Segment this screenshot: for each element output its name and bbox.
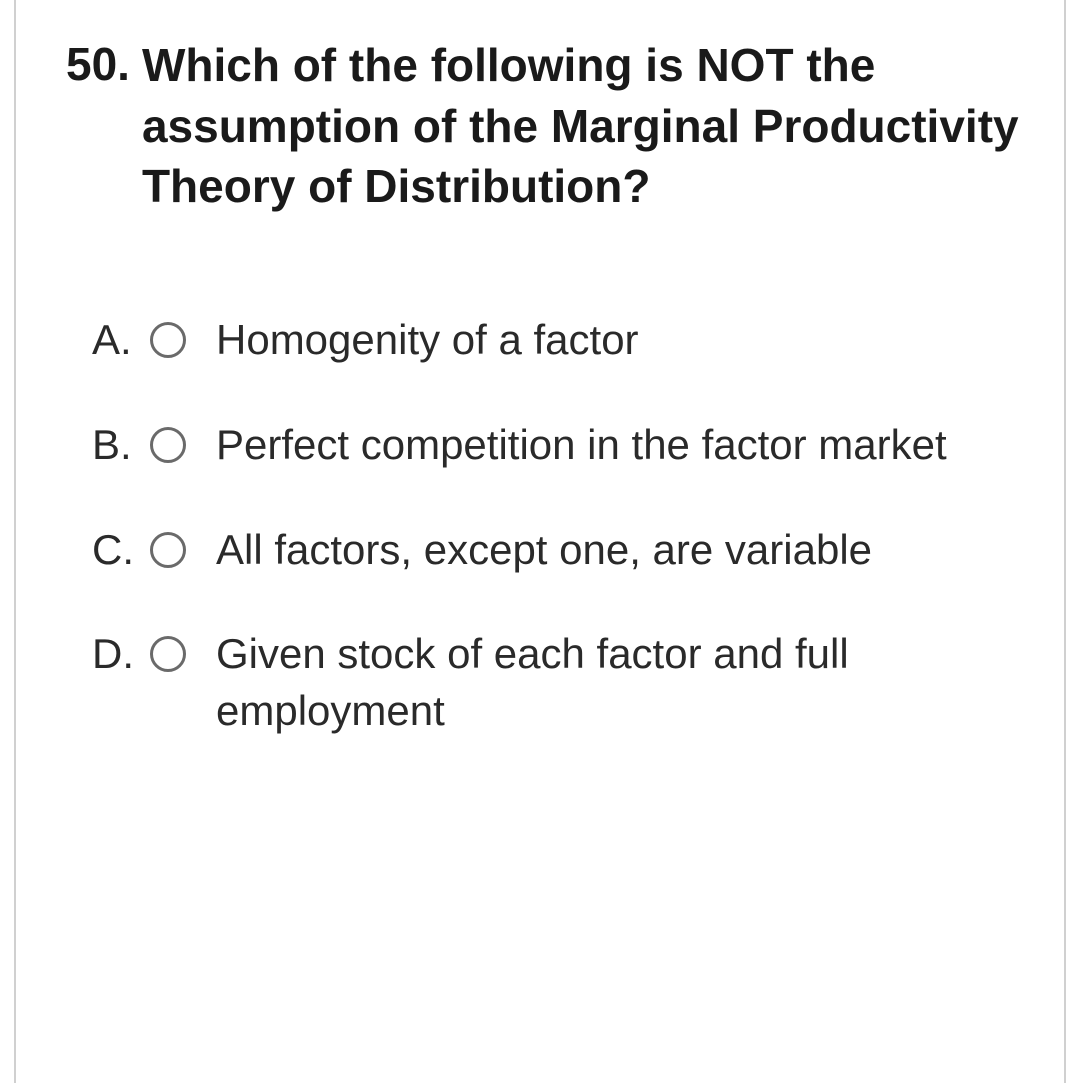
option-letter: C. [92, 522, 150, 579]
radio-icon[interactable] [150, 636, 186, 672]
option-b[interactable]: B. Perfect competition in the factor mar… [92, 417, 1024, 474]
question-number: 50. [66, 35, 130, 95]
option-text: Perfect competition in the factor market [216, 417, 947, 474]
option-letter: D. [92, 626, 150, 683]
option-c[interactable]: C. All factors, except one, are variable [92, 522, 1024, 579]
radio-icon[interactable] [150, 427, 186, 463]
option-letter: B. [92, 417, 150, 474]
question-text: Which of the following is NOT the assump… [142, 35, 1024, 217]
options-list: A. Homogenity of a factor B. Perfect com… [66, 312, 1024, 739]
radio-icon[interactable] [150, 532, 186, 568]
option-a[interactable]: A. Homogenity of a factor [92, 312, 1024, 369]
question-container: 50. Which of the following is NOT the as… [14, 0, 1066, 1083]
question-row: 50. Which of the following is NOT the as… [66, 35, 1024, 217]
option-text: All factors, except one, are variable [216, 522, 872, 579]
option-letter: A. [92, 312, 150, 369]
option-text: Homogenity of a factor [216, 312, 639, 369]
radio-icon[interactable] [150, 322, 186, 358]
option-d[interactable]: D. Given stock of each factor and full e… [92, 626, 1024, 739]
option-text: Given stock of each factor and full empl… [216, 626, 1024, 739]
